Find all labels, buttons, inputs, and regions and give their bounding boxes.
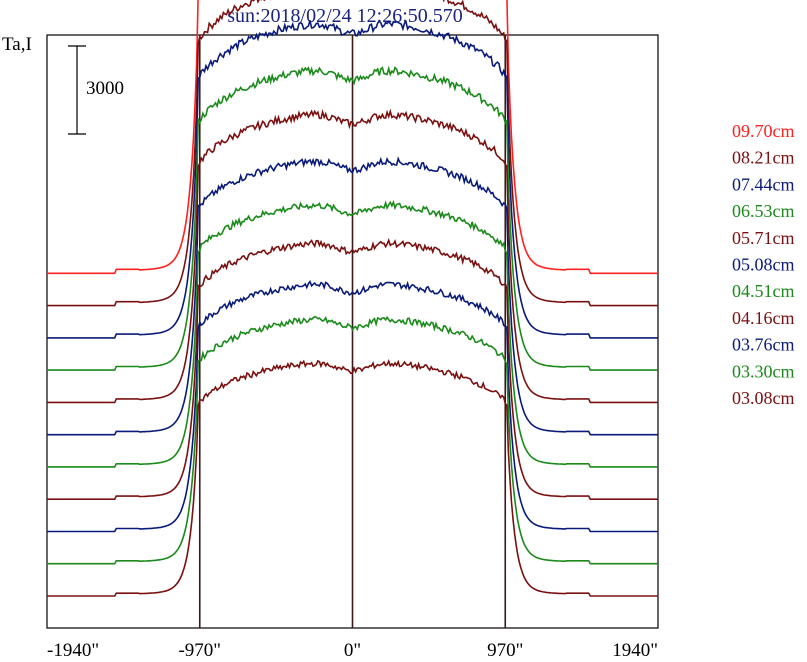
series-line-06.53cm [47,65,658,371]
vertical-reference-lines [198,35,507,628]
x-tick-label: 0" [344,640,361,661]
legend-entry: 07.44cm [732,174,795,194]
legend-entry: 04.16cm [732,308,795,328]
x-tick-label: 1940" [612,640,658,661]
legend: 09.70cm 08.21cm 07.44cm 06.53cm 05.71cm 05.08… [732,121,795,408]
series-line-03.30cm [47,315,658,565]
legend-entry: 05.71cm [732,228,795,248]
series-line-03.08cm [47,358,658,597]
legend-entry: 09.70cm [732,121,795,141]
legend-entry: 04.51cm [732,281,795,301]
legend-entry: 03.30cm [732,361,795,381]
series-lines [47,0,658,597]
legend-entry: 03.08cm [732,388,795,408]
y-axis-label: Ta,I [2,34,32,55]
scale-bar-label: 3000 [86,78,124,99]
x-tick-label: -1940" [47,640,99,661]
series-line-03.76cm [47,279,658,533]
series-line-05.08cm [47,156,658,436]
legend-entry: 03.76cm [732,335,795,355]
x-tick-labels: -1940" -970" 0" 970" 1940" [47,640,658,661]
series-line-04.51cm [47,199,658,468]
chart-title: sun:2018/02/24 12:26:50.570 [227,5,463,27]
scale-bar: 3000 [68,45,124,135]
x-tick-label: -970" [178,640,221,661]
series-line-05.71cm [47,108,658,404]
legend-entry: 06.53cm [732,201,795,221]
x-tick-label: 970" [487,640,523,661]
legend-entry: 05.08cm [732,255,795,275]
series-line-04.16cm [47,237,658,501]
series-line-07.44cm [47,20,658,339]
legend-entry: 08.21cm [732,148,795,168]
series-line-09.70cm [47,0,658,275]
series-line-08.21cm [47,0,658,307]
